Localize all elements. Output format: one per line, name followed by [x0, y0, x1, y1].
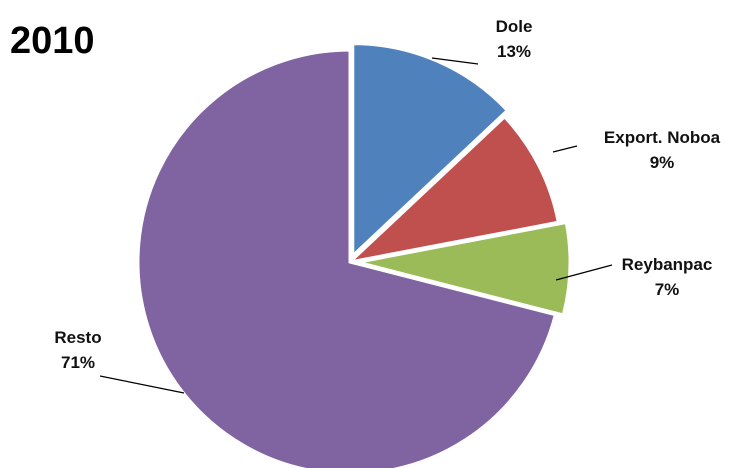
slice-value-resto: 71% — [61, 353, 95, 372]
pie-slice-resto — [136, 48, 558, 468]
slice-label-resto: Resto — [54, 328, 101, 347]
pie-labels: Dole 13% Export. Noboa 9% Reybanpac 7% Resto 71… — [54, 17, 721, 394]
leader-line-reybanpac — [555, 264, 613, 281]
slice-label-dole: Dole — [496, 17, 533, 36]
pie-slice-dole — [351, 42, 510, 260]
leader-line-dole — [431, 57, 479, 65]
slice-value-reybanpac: 7% — [655, 280, 680, 299]
pie-slices — [136, 42, 572, 468]
chart-title: 2010 — [10, 20, 95, 62]
pie-slice-export-noboa — [345, 114, 560, 265]
leader-line-export-noboa — [552, 145, 578, 153]
slice-label-export-noboa: Export. Noboa — [604, 128, 721, 147]
slice-value-dole: 13% — [497, 42, 531, 61]
slice-label-reybanpac: Reybanpac — [622, 255, 713, 274]
leader-line-resto — [99, 375, 185, 394]
slice-value-export-noboa: 9% — [650, 153, 675, 172]
pie-slice-reybanpac — [357, 220, 572, 317]
